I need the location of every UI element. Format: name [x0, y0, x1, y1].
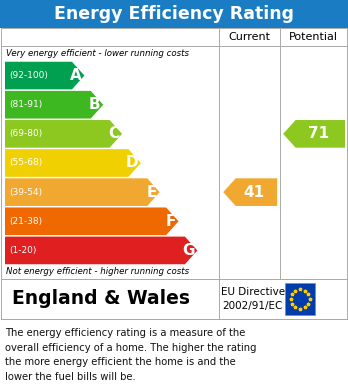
Polygon shape: [5, 178, 160, 206]
Text: D: D: [125, 156, 138, 170]
Text: EU Directive
2002/91/EC: EU Directive 2002/91/EC: [221, 287, 285, 311]
Text: Not energy efficient - higher running costs: Not energy efficient - higher running co…: [6, 267, 189, 276]
Polygon shape: [283, 120, 345, 148]
Text: (1-20): (1-20): [9, 246, 37, 255]
Text: (21-38): (21-38): [9, 217, 42, 226]
Text: (69-80): (69-80): [9, 129, 42, 138]
Text: (39-54): (39-54): [9, 188, 42, 197]
Polygon shape: [5, 62, 85, 90]
Text: 71: 71: [308, 126, 329, 142]
Text: (55-68): (55-68): [9, 158, 42, 167]
Polygon shape: [5, 120, 122, 148]
Text: Potential: Potential: [288, 32, 338, 42]
Bar: [285, 283, 315, 315]
Bar: [0, 0, 348, 28]
Text: England & Wales: England & Wales: [12, 289, 190, 308]
Text: F: F: [165, 214, 175, 229]
Text: Current: Current: [229, 32, 271, 42]
Text: E: E: [147, 185, 157, 200]
Polygon shape: [5, 91, 103, 118]
Text: Very energy efficient - lower running costs: Very energy efficient - lower running co…: [6, 50, 189, 59]
Text: Energy Efficiency Rating: Energy Efficiency Rating: [54, 5, 294, 23]
Polygon shape: [5, 237, 197, 264]
Text: G: G: [182, 243, 195, 258]
Text: 41: 41: [244, 185, 265, 200]
Polygon shape: [5, 149, 141, 177]
Text: B: B: [89, 97, 100, 112]
Text: (92-100): (92-100): [9, 71, 48, 80]
Text: The energy efficiency rating is a measure of the
overall efficiency of a home. T: The energy efficiency rating is a measur…: [5, 328, 256, 382]
Bar: [1, 279, 347, 319]
Text: C: C: [108, 126, 119, 142]
Text: (81-91): (81-91): [9, 100, 42, 109]
Polygon shape: [5, 208, 179, 235]
Bar: [1, 28, 347, 279]
Polygon shape: [223, 178, 277, 206]
Text: A: A: [70, 68, 81, 83]
